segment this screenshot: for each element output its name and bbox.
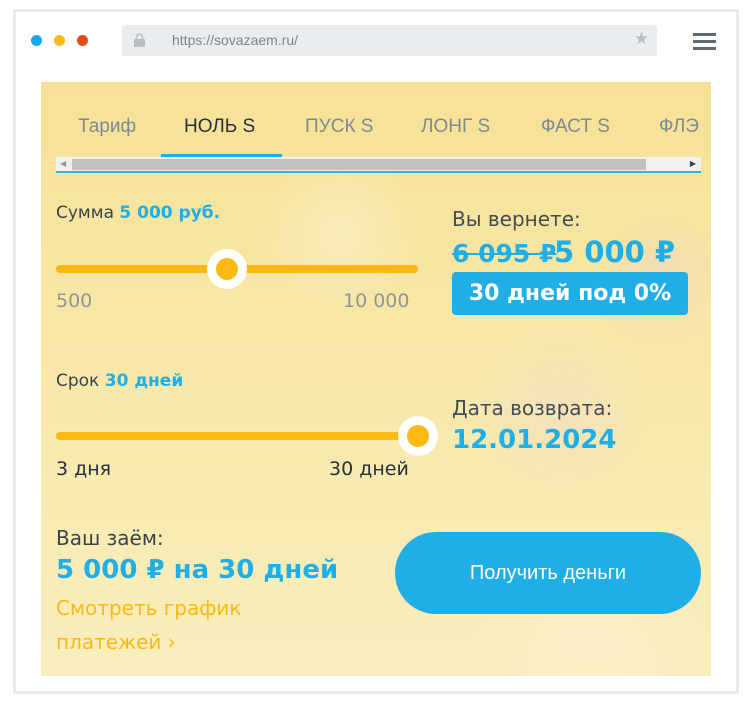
loan-label: Ваш заём: — [56, 526, 164, 550]
return-date-value: 12.01.2024 — [452, 425, 617, 455]
old-price: 6 095 ₽ — [452, 239, 557, 268]
amount-min: 500 — [56, 290, 93, 312]
term-max: 30 дней — [329, 458, 409, 480]
term-min: 3 дня — [56, 458, 112, 480]
tab-fast-s[interactable]: ФАСТ S — [541, 116, 610, 137]
url-text: https://sovazaem.ru/ — [172, 32, 299, 48]
window-dot-blue-icon — [31, 35, 42, 46]
amount-value: 5 000 руб. — [119, 203, 221, 223]
schedule-link-line2[interactable]: платежей › — [56, 630, 176, 654]
window-dot-red-icon — [77, 35, 88, 46]
tab-nol-s[interactable]: НОЛЬ S — [184, 116, 256, 137]
scrollbar-thumb[interactable] — [72, 159, 646, 170]
amount-max: 10 000 — [343, 290, 410, 312]
lock-icon — [134, 33, 145, 47]
hamburger-menu-icon[interactable] — [693, 33, 716, 54]
term-slider-handle[interactable] — [398, 416, 438, 456]
tab-fle[interactable]: ФЛЭ — [659, 116, 699, 137]
loan-summary: 5 000 ₽ на 30 дней — [56, 555, 339, 585]
new-price: 5 000 ₽ — [554, 235, 676, 269]
get-money-button[interactable]: Получить деньги — [395, 532, 701, 614]
promo-badge: 30 дней под 0% — [452, 272, 688, 315]
window-dot-yellow-icon — [54, 35, 65, 46]
amount-slider-handle[interactable] — [207, 249, 248, 289]
term-slider[interactable] — [56, 432, 418, 440]
tabs-scrollbar[interactable]: ◀ ▶ — [56, 157, 701, 173]
bookmark-star-icon[interactable]: ★ — [633, 29, 649, 49]
tab-long-s[interactable]: ЛОНГ S — [421, 116, 491, 137]
schedule-link[interactable]: Смотреть график — [56, 596, 242, 620]
term-label: Срок 30 дней — [56, 371, 184, 391]
tab-pusk-s[interactable]: ПУСК S — [305, 116, 374, 137]
address-bar[interactable]: https://sovazaem.ru/ ★ — [122, 25, 657, 56]
tariff-tabs: Тариф НОЛЬ S ПУСК S ЛОНГ S ФАСТ S ФЛЭ — [41, 116, 711, 156]
active-tab-indicator — [161, 154, 282, 157]
scroll-right-arrow-icon[interactable]: ▶ — [689, 159, 696, 168]
scroll-left-arrow-icon[interactable]: ◀ — [60, 159, 67, 168]
amount-label: Сумма 5 000 руб. — [56, 203, 221, 223]
return-date-label: Дата возврата: — [452, 396, 613, 420]
repay-label: Вы вернете: — [452, 207, 581, 231]
term-value: 30 дней — [104, 371, 184, 391]
loan-calculator: Тариф НОЛЬ S ПУСК S ЛОНГ S ФАСТ S ФЛЭ ◀ … — [41, 82, 711, 676]
tab-tariff[interactable]: Тариф — [78, 116, 137, 137]
